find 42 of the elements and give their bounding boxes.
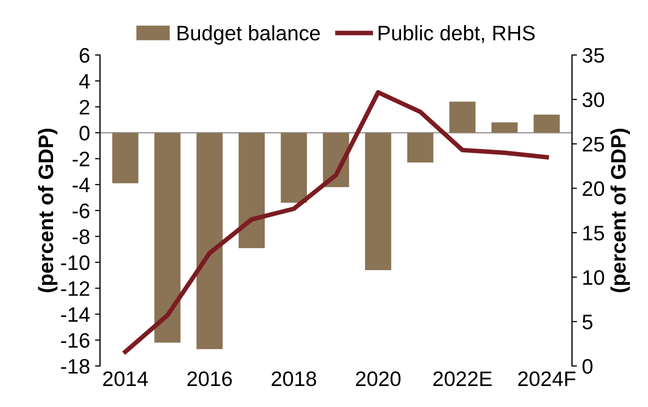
y-tick-label: 4 [79,74,90,88]
y2-tick-label: 5 [582,314,592,330]
y-tick-label: 0 [80,126,90,141]
bar [196,132,223,350]
bar [154,132,180,343]
y2-axis-title: (percent of GDP) [610,128,630,292]
y2-tick-label: 10 [583,270,604,285]
bar [238,132,265,248]
legend-label: Public debt, RHS [378,25,535,43]
line-series [123,90,549,354]
y2-tick-label: 0 [582,359,592,374]
bar [112,132,138,184]
bar [449,102,476,133]
x-tick-label: 2018 [272,371,316,386]
bar [365,132,392,270]
y-tick-label: -12 [61,281,90,296]
x-tick-label: 2022E [433,371,492,386]
y2-tick-label: 30 [582,92,604,108]
y-tick-label: -4 [72,178,90,192]
y2-tick-label: 15 [583,226,604,240]
y2-tick-label: 20 [582,181,604,196]
bar [492,122,518,133]
y-tick-label: -2 [72,152,90,166]
y-tick-label: 6 [80,48,90,63]
y2-tick-label: 35 [582,48,604,63]
y2-tick-label: 25 [582,136,604,152]
bar [407,132,434,163]
y-tick-label: -14 [61,307,90,322]
y-axis-title: (percent of GDP) [38,128,58,292]
bar [280,132,307,203]
y-tick-label: -18 [61,359,90,374]
x-tick-label: 2016 [187,371,232,386]
y-tick-label: -8 [72,229,90,244]
y-tick-label: 2 [80,100,90,114]
x-tick-label: 2014 [103,371,148,386]
bar [534,114,560,133]
y-tick-label: -6 [72,204,90,218]
legend-label: Budget balance [178,25,320,45]
y-tick-label: -10 [61,255,90,270]
x-tick-label: 2024F [518,371,576,386]
x-tick-label: 2020 [356,371,401,386]
y-tick-label: -16 [61,333,90,348]
